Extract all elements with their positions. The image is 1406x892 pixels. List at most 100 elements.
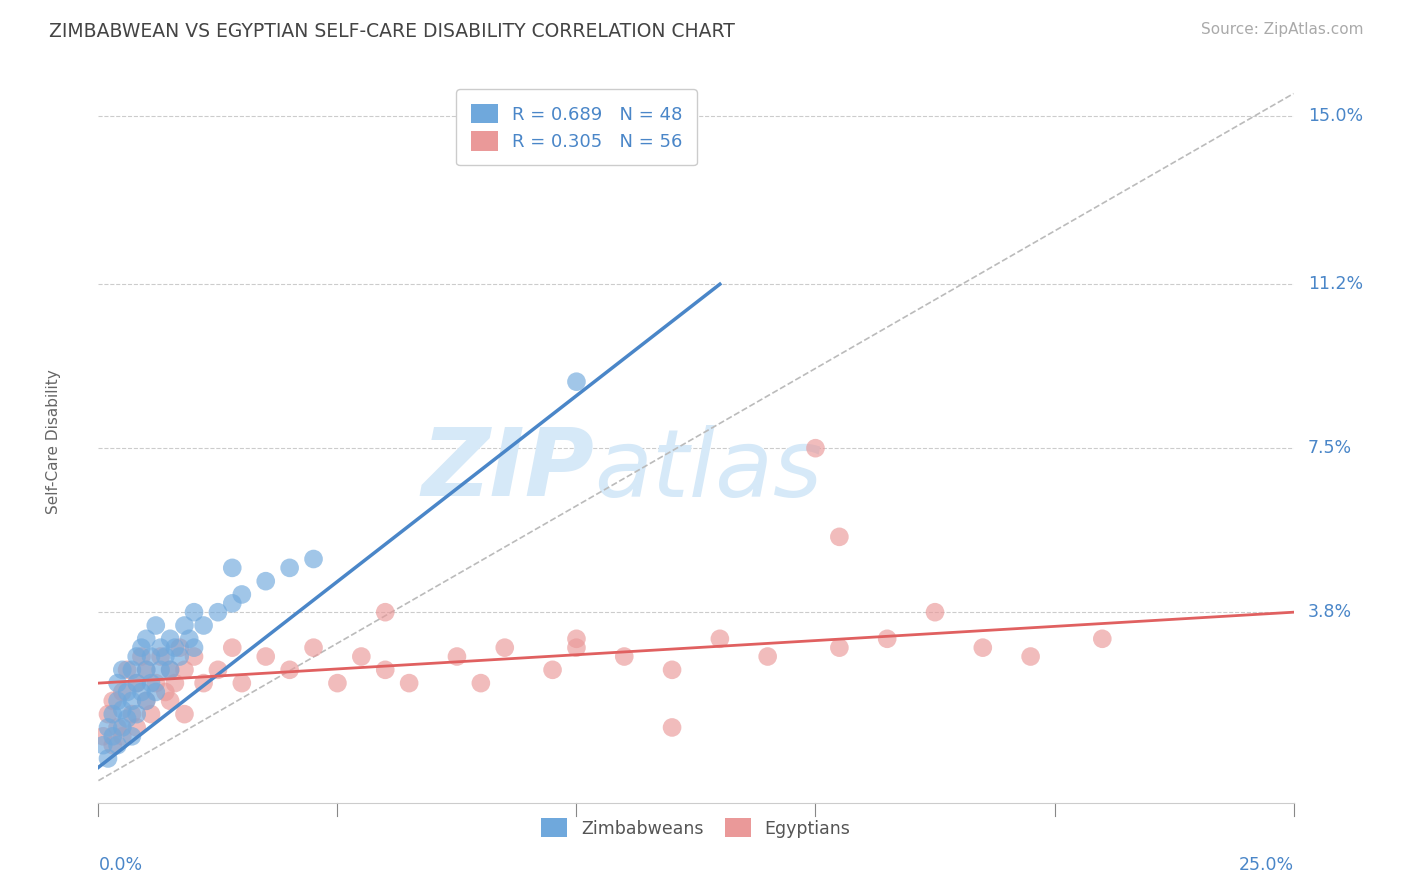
Point xyxy=(135,663,157,677)
Point xyxy=(139,676,162,690)
Point xyxy=(278,663,301,677)
Point xyxy=(125,721,148,735)
Point xyxy=(115,663,138,677)
Point xyxy=(374,605,396,619)
Point xyxy=(91,729,114,743)
Point xyxy=(145,685,167,699)
Point xyxy=(115,685,138,699)
Point xyxy=(163,676,186,690)
Point xyxy=(221,561,243,575)
Point xyxy=(135,694,157,708)
Point xyxy=(446,649,468,664)
Point xyxy=(613,649,636,664)
Point xyxy=(169,640,191,655)
Point xyxy=(101,694,124,708)
Point xyxy=(125,707,148,722)
Point xyxy=(173,707,195,722)
Point xyxy=(155,685,177,699)
Point xyxy=(278,561,301,575)
Point xyxy=(159,663,181,677)
Text: Source: ZipAtlas.com: Source: ZipAtlas.com xyxy=(1201,22,1364,37)
Text: 0.0%: 0.0% xyxy=(98,856,142,874)
Point xyxy=(139,649,162,664)
Point xyxy=(254,574,277,589)
Point xyxy=(149,649,172,664)
Point xyxy=(374,663,396,677)
Point xyxy=(183,640,205,655)
Point xyxy=(111,703,134,717)
Point xyxy=(121,663,143,677)
Point xyxy=(111,663,134,677)
Point xyxy=(107,721,129,735)
Point xyxy=(565,640,588,655)
Point xyxy=(350,649,373,664)
Point xyxy=(756,649,779,664)
Text: 3.8%: 3.8% xyxy=(1308,603,1353,621)
Point xyxy=(193,676,215,690)
Point xyxy=(121,729,143,743)
Point xyxy=(302,552,325,566)
Point xyxy=(1091,632,1114,646)
Point xyxy=(111,685,134,699)
Point xyxy=(139,707,162,722)
Point xyxy=(121,707,143,722)
Point xyxy=(169,649,191,664)
Text: 25.0%: 25.0% xyxy=(1239,856,1294,874)
Point xyxy=(91,738,114,752)
Point xyxy=(115,712,138,726)
Point xyxy=(163,640,186,655)
Point xyxy=(876,632,898,646)
Point xyxy=(125,676,148,690)
Point xyxy=(149,640,172,655)
Point xyxy=(97,707,120,722)
Point xyxy=(101,738,124,752)
Point xyxy=(145,676,167,690)
Point xyxy=(494,640,516,655)
Point xyxy=(125,649,148,664)
Point xyxy=(159,632,181,646)
Point xyxy=(193,618,215,632)
Point xyxy=(135,632,157,646)
Point xyxy=(111,729,134,743)
Text: ZIMBABWEAN VS EGYPTIAN SELF-CARE DISABILITY CORRELATION CHART: ZIMBABWEAN VS EGYPTIAN SELF-CARE DISABIL… xyxy=(49,22,735,41)
Point xyxy=(131,685,153,699)
Point xyxy=(111,721,134,735)
Point xyxy=(131,649,153,664)
Point xyxy=(828,640,851,655)
Point xyxy=(179,632,201,646)
Point xyxy=(1019,649,1042,664)
Text: atlas: atlas xyxy=(595,425,823,516)
Point xyxy=(828,530,851,544)
Text: 7.5%: 7.5% xyxy=(1308,439,1353,458)
Point xyxy=(924,605,946,619)
Point xyxy=(101,707,124,722)
Point xyxy=(231,676,253,690)
Point xyxy=(155,649,177,664)
Point xyxy=(565,375,588,389)
Point xyxy=(221,640,243,655)
Point xyxy=(159,694,181,708)
Point xyxy=(101,729,124,743)
Point xyxy=(125,676,148,690)
Point xyxy=(398,676,420,690)
Text: 15.0%: 15.0% xyxy=(1308,107,1362,125)
Point xyxy=(97,751,120,765)
Point xyxy=(302,640,325,655)
Legend: Zimbabweans, Egyptians: Zimbabweans, Egyptians xyxy=(534,812,858,845)
Point xyxy=(661,721,683,735)
Point xyxy=(159,663,181,677)
Text: Self-Care Disability: Self-Care Disability xyxy=(45,369,60,514)
Point xyxy=(149,663,172,677)
Point xyxy=(131,640,153,655)
Point xyxy=(135,694,157,708)
Point xyxy=(661,663,683,677)
Point xyxy=(254,649,277,664)
Point xyxy=(107,694,129,708)
Point xyxy=(107,676,129,690)
Point xyxy=(121,694,143,708)
Point xyxy=(145,618,167,632)
Point xyxy=(541,663,564,677)
Point xyxy=(97,721,120,735)
Point xyxy=(221,596,243,610)
Text: 11.2%: 11.2% xyxy=(1308,275,1362,293)
